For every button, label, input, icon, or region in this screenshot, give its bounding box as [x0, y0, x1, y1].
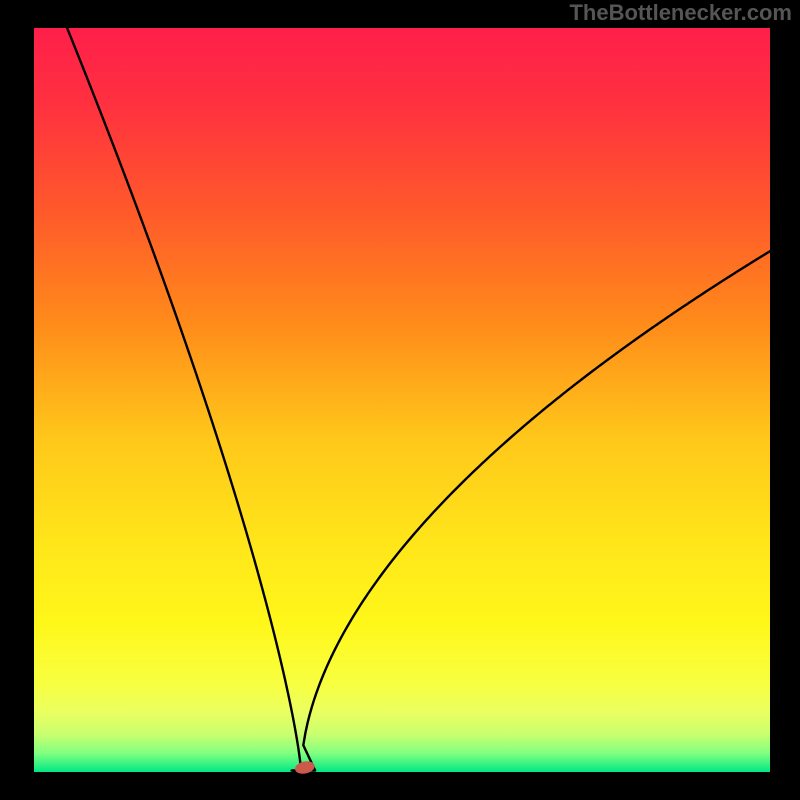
bottleneck-chart [0, 0, 800, 800]
chart-container: TheBottlenecker.com [0, 0, 800, 800]
watermark-text: TheBottlenecker.com [569, 0, 792, 26]
plot-background [34, 28, 770, 772]
